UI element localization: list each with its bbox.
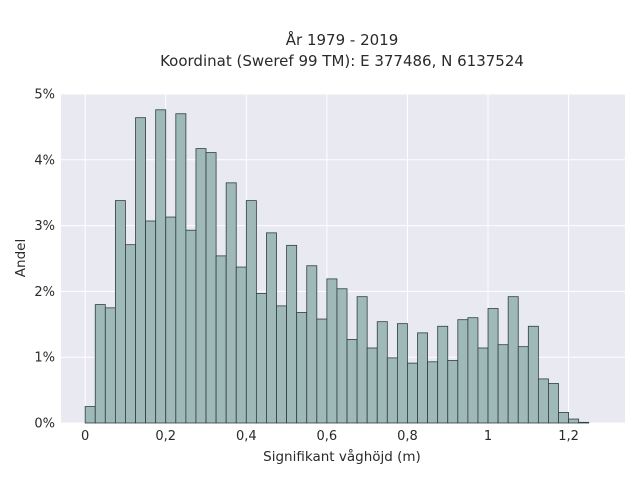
histogram-bars — [84, 109, 590, 424]
histogram-bar — [376, 321, 388, 424]
x-tick-label: 0,2 — [155, 429, 176, 444]
histogram-bar — [205, 152, 217, 424]
y-tick-labels: 0% 1% 2% 3% 4% 5% — [34, 88, 55, 432]
histogram-bar — [497, 344, 509, 424]
histogram-bar — [517, 346, 529, 424]
histogram-bar — [125, 244, 136, 424]
histogram-bar — [165, 216, 177, 424]
histogram-bar — [548, 383, 559, 424]
histogram-bar — [356, 296, 368, 424]
histogram-bar — [215, 255, 227, 424]
x-tick-label: 0,8 — [397, 429, 418, 444]
histogram-bar — [266, 232, 277, 424]
histogram-bar — [558, 412, 569, 424]
y-tick-label: 2% — [34, 285, 55, 300]
histogram-bar — [94, 304, 106, 424]
histogram-bar — [185, 229, 197, 424]
histogram-bar — [487, 308, 499, 424]
histogram-bar — [225, 182, 237, 424]
histogram-bar — [135, 117, 146, 424]
histogram-bar — [175, 113, 187, 424]
histogram-bar — [386, 357, 398, 424]
histogram-bar — [84, 406, 96, 424]
y-tick-label: 3% — [34, 219, 55, 234]
x-tick-label: 1,2 — [558, 429, 579, 444]
histogram-bar — [296, 312, 308, 424]
histogram-bar — [235, 266, 247, 424]
histogram-bar — [537, 378, 549, 424]
chart-title-line1: År 1979 - 2019 — [286, 30, 399, 49]
histogram-bar — [507, 296, 519, 424]
histogram-bar — [447, 360, 459, 424]
histogram-bar — [366, 347, 378, 424]
x-tick-label: 1 — [484, 429, 492, 444]
x-axis-label: Signifikant våghöjd (m) — [263, 448, 421, 465]
x-tick-labels: 0 0,2 0,4 0,6 0,8 1 1,2 — [81, 429, 579, 444]
histogram-bar — [407, 362, 418, 424]
histogram-bar — [276, 305, 287, 424]
histogram-bar — [467, 317, 479, 424]
y-tick-label: 4% — [34, 153, 55, 168]
histogram-bar — [336, 288, 348, 424]
histogram-bar — [568, 418, 580, 424]
histogram-bar — [114, 200, 126, 424]
histogram-bar — [417, 332, 428, 424]
histogram-bar — [145, 220, 157, 424]
histogram-bar — [255, 292, 267, 424]
histogram-bar — [396, 323, 408, 424]
histogram-bar — [306, 265, 318, 424]
chart-title-line2: Koordinat (Sweref 99 TM): E 377486, N 61… — [160, 52, 524, 70]
histogram-bar — [104, 307, 116, 424]
y-tick-label: 1% — [34, 351, 55, 366]
histogram-bar — [346, 339, 358, 424]
histogram-bar — [155, 109, 167, 424]
histogram-bar — [286, 244, 298, 424]
histogram-bar — [195, 148, 207, 424]
histogram-bar — [578, 421, 590, 424]
histogram-bar — [427, 361, 439, 424]
histogram-bar — [477, 347, 489, 424]
histogram-bar — [245, 200, 257, 424]
x-tick-label: 0 — [81, 429, 89, 444]
histogram-bar — [437, 325, 449, 424]
y-tick-label: 0% — [34, 417, 55, 432]
x-tick-label: 0,6 — [317, 429, 338, 444]
histogram-bar — [457, 319, 469, 424]
x-tick-label: 0,4 — [236, 429, 257, 444]
histogram-bar — [527, 325, 539, 424]
y-tick-label: 5% — [34, 88, 55, 103]
histogram-bar — [326, 278, 338, 424]
histogram-bar — [316, 318, 328, 424]
y-axis-label: Andel — [13, 239, 29, 277]
